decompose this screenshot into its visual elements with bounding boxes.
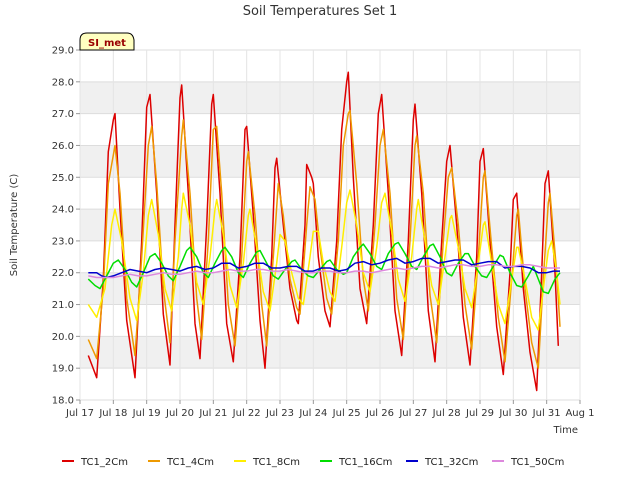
series-line-TC1_4Cm — [87, 109, 561, 369]
site-badge: SI_met — [79, 32, 135, 51]
x-tick-label: Jul 24 — [298, 408, 327, 419]
x-axis-ticks: Jul 17 Jul 18 Jul 19 Jul 20 Jul 21 Jul 22 Jul … — [65, 400, 595, 419]
legend-label-TC1_4Cm: TC1_4Cm — [166, 457, 214, 468]
legend-label-TC1_8Cm: TC1_8Cm — [252, 457, 300, 468]
y-tick-label: 20.0 — [52, 332, 74, 343]
x-tick-label: Jul 25 — [332, 408, 361, 419]
plot-area — [79, 49, 581, 401]
x-tick-label: Jul 17 — [65, 408, 94, 419]
x-tick-label: Jul 19 — [132, 408, 161, 419]
x-axis-label: Time — [553, 425, 578, 436]
legend: TC1_2Cm TC1_4Cm TC1_8Cm TC1_16Cm TC1_32Cm TC1… — [62, 457, 564, 468]
y-tick-label: 24.0 — [52, 205, 74, 216]
series-line-TC1_8Cm — [87, 189, 561, 331]
x-tick-label: Jul 18 — [98, 408, 127, 419]
grid-lines — [79, 49, 581, 401]
y-tick-label: 21.0 — [52, 300, 74, 311]
legend-label-TC1_50Cm: TC1_50Cm — [510, 457, 564, 468]
y-tick-label: 22.0 — [52, 268, 74, 279]
series-lines — [87, 71, 561, 392]
y-tick-label: 29.0 — [52, 46, 74, 57]
y-axis-label: Soil Temperature (C) — [9, 174, 20, 277]
legend-label-TC1_32Cm: TC1_32Cm — [424, 457, 478, 468]
y-tick-label: 19.0 — [52, 364, 74, 375]
y-axis-ticks: 18.0 19.0 20.0 21.0 22.0 23.0 24.0 25.0 26.0 27.0… — [52, 46, 80, 407]
x-tick-label: Aug 1 — [565, 408, 594, 419]
legend-label-TC1_16Cm: TC1_16Cm — [338, 457, 392, 468]
x-tick-label: Jul 26 — [365, 408, 394, 419]
x-tick-label: Jul 22 — [232, 408, 261, 419]
series-line-TC1_16Cm — [87, 241, 561, 295]
grid-band — [80, 209, 580, 241]
series-line-TC1_50Cm — [88, 264, 560, 279]
grid-band — [80, 81, 580, 114]
y-tick-label: 18.0 — [52, 396, 74, 407]
y-tick-label: 27.0 — [52, 109, 74, 120]
x-tick-label: Jul 31 — [532, 408, 561, 419]
badge-box — [79, 32, 135, 51]
y-tick-label: 28.0 — [52, 77, 74, 88]
badge-label: SI_met — [88, 38, 126, 49]
x-tick-label: Jul 21 — [198, 408, 227, 419]
x-tick-label: Jul 27 — [398, 408, 427, 419]
y-tick-label: 26.0 — [52, 141, 74, 152]
y-tick-label: 25.0 — [52, 173, 74, 184]
x-tick-label: Jul 30 — [498, 408, 527, 419]
x-tick-label: Jul 28 — [432, 408, 461, 419]
grid-band — [80, 336, 580, 369]
y-tick-label: 23.0 — [52, 236, 74, 247]
series-line-TC1_32Cm — [88, 257, 560, 279]
grid-band — [80, 145, 580, 178]
legend-label-TC1_2Cm: TC1_2Cm — [80, 457, 128, 468]
x-tick-label: Jul 29 — [465, 408, 494, 419]
x-tick-label: Jul 20 — [165, 408, 194, 419]
x-tick-label: Jul 23 — [265, 408, 294, 419]
chart-title: Soil Temperatures Set 1 — [243, 4, 398, 19]
